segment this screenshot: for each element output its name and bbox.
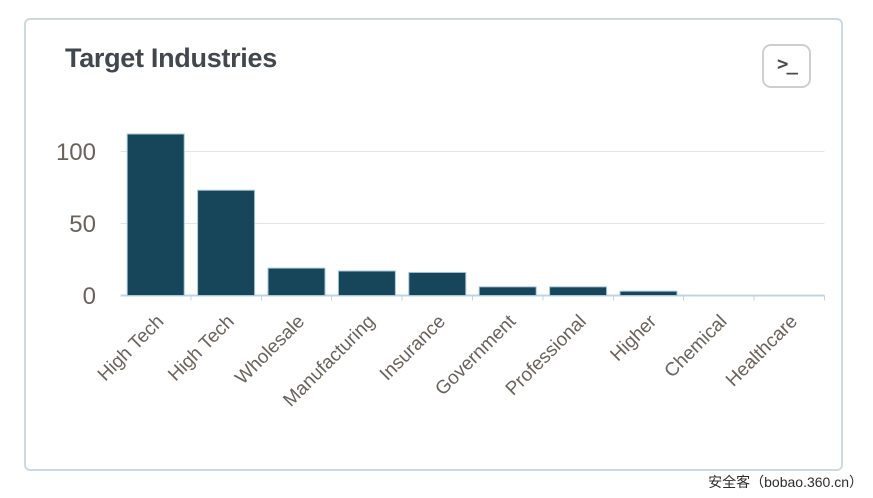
- x-axis-label-group: High Tech: [94, 311, 168, 385]
- x-axis-label-group: Chemical: [661, 311, 732, 382]
- x-axis-label: High Tech: [94, 311, 168, 385]
- y-axis-label: 50: [69, 211, 96, 238]
- chart-bar[interactable]: [619, 290, 678, 297]
- x-axis-label-group: Healthcare: [722, 311, 802, 391]
- x-axis-label-group: Insurance: [376, 311, 450, 385]
- chart-bar[interactable]: [337, 270, 396, 296]
- console-button[interactable]: >_: [762, 44, 811, 88]
- chart-bar[interactable]: [478, 286, 537, 296]
- x-axis-label: Higher: [607, 311, 662, 366]
- x-axis-label: Chemical: [661, 311, 732, 382]
- y-axis-label: 100: [56, 139, 96, 166]
- x-axis-label: High Tech: [164, 311, 238, 385]
- x-axis-label: Insurance: [376, 311, 450, 385]
- terminal-icon: >_: [777, 52, 798, 75]
- x-axis-label-group: High Tech: [164, 311, 238, 385]
- target-industries-chart: 0 50 100 High Tech High Tech Wholesale Manufac…: [26, 20, 845, 473]
- watermark: 安全客（bobao.360.cn）: [708, 474, 863, 490]
- chart-bar[interactable]: [267, 267, 326, 297]
- chart-bar[interactable]: [549, 286, 608, 296]
- target-industries-panel: Target Industries >_ 0 50 100 High Tech High…: [24, 18, 843, 471]
- y-axis-label: 0: [83, 283, 96, 310]
- chart-bar[interactable]: [126, 133, 185, 296]
- x-axis-label-group: Higher: [607, 311, 662, 366]
- x-axis-label: Healthcare: [722, 311, 802, 391]
- panel-title: Target Industries: [65, 43, 277, 73]
- chart-bar[interactable]: [197, 189, 256, 296]
- chart-bar[interactable]: [408, 271, 467, 296]
